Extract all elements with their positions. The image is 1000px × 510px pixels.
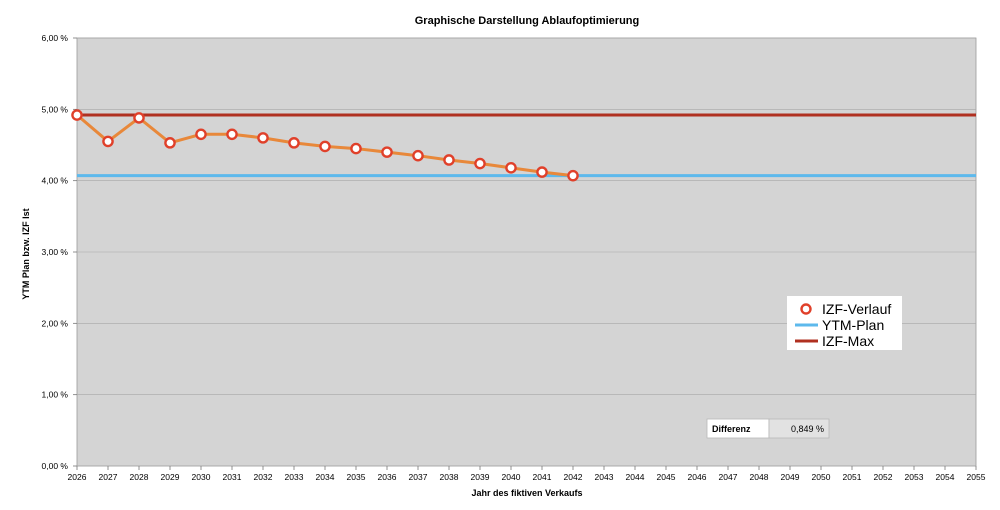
izf-verlauf-point [226,128,238,141]
x-tick-label: 2041 [533,472,552,482]
izf-verlauf-point [102,135,114,148]
x-tick-label: 2045 [657,472,676,482]
x-tick-label: 2046 [688,472,707,482]
y-tick-label: 6,00 % [42,33,69,43]
x-tick-label: 2055 [967,472,986,482]
x-tick-label: 2033 [285,472,304,482]
y-tick-label: 4,00 % [42,176,69,186]
difference-value: 0,849 % [791,424,824,434]
x-tick-label: 2052 [874,472,893,482]
izf-verlauf-point [257,132,269,144]
x-tick-label: 2047 [719,472,738,482]
y-tick-label: 0,00 % [42,461,69,471]
x-tick-label: 2054 [936,472,955,482]
x-axis-ticks: 2026 2027 2028 2029 2030 2031 2032 2033 2034 2035… [68,466,986,482]
izf-verlauf-point [288,137,300,149]
y-tick-label: 2,00 % [42,318,69,328]
x-tick-label: 2049 [781,472,800,482]
x-tick-label: 2037 [409,472,428,482]
y-tick-label: 1,00 % [42,390,69,400]
grid-lines [77,37,976,467]
izf-verlauf-point [195,128,207,141]
y-axis-ticks: 0,00 % 1,00 % 2,00 % 3,00 % 4,00 % 5,00 % 6,00… [42,33,77,471]
x-axis-label: Jahr des fiktiven Verkaufs [471,488,582,498]
x-tick-label: 2040 [502,472,521,482]
izf-verlauf-point [443,154,455,166]
x-tick-label: 2051 [843,472,862,482]
x-tick-label: 2048 [750,472,769,482]
izf-verlauf-point [319,140,331,153]
izf-verlauf-point [505,162,517,174]
x-tick-label: 2043 [595,472,614,482]
x-tick-label: 2031 [223,472,242,482]
izf-verlauf-point [71,109,83,121]
izf-verlauf-point [474,157,486,170]
x-tick-label: 2053 [905,472,924,482]
x-tick-label: 2036 [378,472,397,482]
chart-title: Graphische Darstellung Ablaufoptimierung [415,15,640,27]
x-tick-label: 2029 [161,472,180,482]
difference-value-cell [768,418,830,439]
izf-verlauf-point [381,146,393,158]
legend-label: IZF-Max [822,333,874,349]
izf-verlauf-point [133,112,145,124]
izf-verlauf-point [164,137,176,149]
x-tick-label: 2050 [812,472,831,482]
izf-verlauf-point [567,169,579,182]
legend-label: IZF-Verlauf [822,301,891,317]
x-tick-label: 2035 [347,472,366,482]
x-tick-label: 2038 [440,472,459,482]
difference-box: Differenz 0,849 % [706,418,830,439]
x-tick-label: 2032 [254,472,273,482]
y-axis-label: YTM Plan bzw. IZF Ist [21,208,31,299]
legend-marker-izf-verlauf [800,303,812,315]
x-tick-label: 2039 [471,472,490,482]
x-tick-label: 2028 [130,472,149,482]
x-tick-label: 2042 [564,472,583,482]
x-tick-label: 2027 [99,472,118,482]
izf-verlauf-point [536,166,548,178]
x-tick-label: 2044 [626,472,645,482]
x-tick-label: 2026 [68,472,87,482]
y-tick-label: 3,00 % [42,247,69,257]
series-markers [71,109,579,182]
x-tick-label: 2030 [192,472,211,482]
difference-label: Differenz [712,424,751,434]
y-tick-label: 5,00 % [42,104,69,114]
legend-label: YTM-Plan [822,317,884,333]
izf-verlauf-point [350,142,362,155]
x-tick-label: 2034 [316,472,335,482]
izf-verlauf-point [412,149,424,162]
